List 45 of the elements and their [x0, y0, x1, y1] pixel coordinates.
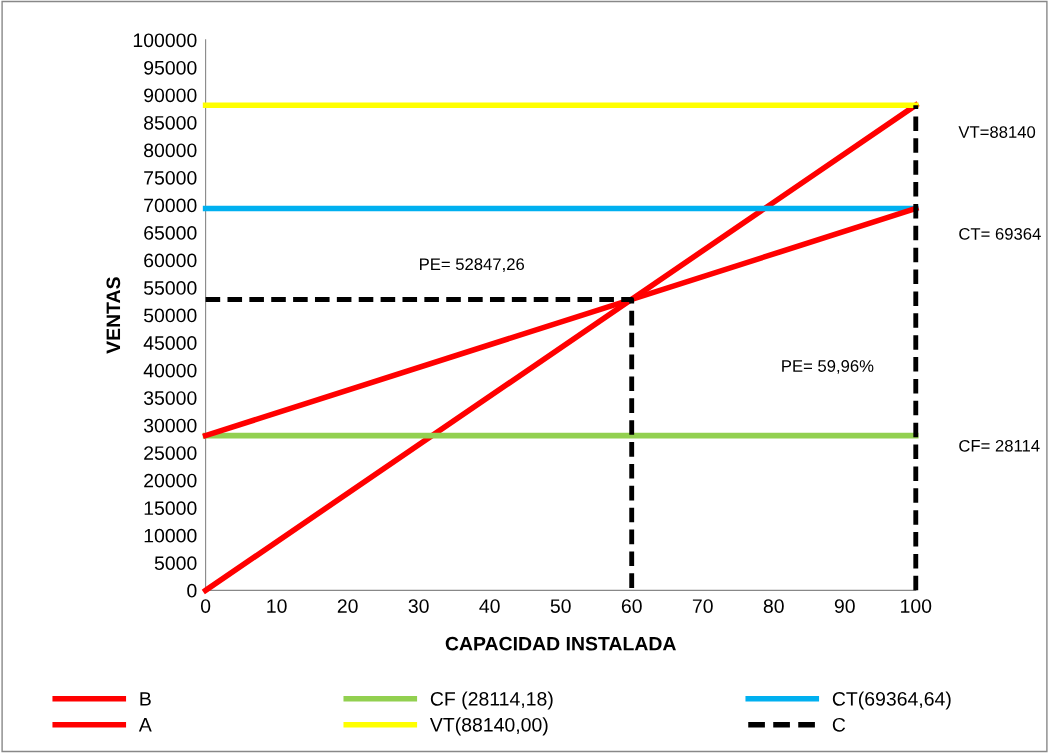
x-tick-label: 20	[337, 599, 358, 613]
text: VT=88140	[958, 126, 1036, 138]
y-tick-label: 100000	[133, 33, 197, 48]
y-tick-label: 55000	[143, 281, 197, 295]
y-tick-label: 30000	[143, 418, 197, 433]
y-tick-label: 5000	[154, 556, 197, 571]
x-tick-label: 90	[834, 599, 855, 613]
legend-label: VT(88140,00)	[429, 717, 548, 736]
y-tick-label: 85000	[144, 115, 197, 130]
legend-label: A	[138, 718, 152, 732]
legend-label: CT(69364,64)	[832, 691, 951, 710]
legend-label: CF (28114,18)	[430, 691, 553, 710]
x-tick-label: 40	[479, 599, 500, 613]
annotation: PE= 52847,26	[420, 258, 525, 273]
text: CT= 69364	[959, 227, 1041, 240]
x-tick-label: 60	[621, 599, 642, 613]
y-tick-label: 0	[187, 583, 197, 598]
y-tick-label: 40000	[143, 363, 197, 378]
x-tick-label: 80	[763, 599, 784, 613]
text: CF= 28114	[959, 439, 1040, 452]
y-axis-title: VENTAS	[106, 277, 121, 354]
y-tick-label: 75000	[144, 170, 197, 185]
y-tick-label: 95000	[144, 60, 197, 75]
x-tick-label: 100	[901, 599, 932, 613]
x-axis-title: CAPACIDAD INSTALADA	[445, 636, 676, 651]
y-tick-label: 65000	[144, 226, 197, 240]
y-tick-label: 35000	[143, 391, 197, 405]
y-tick-label: 10000	[144, 528, 197, 543]
x-tick-label: 30	[408, 599, 429, 613]
y-tick-label: 80000	[144, 143, 197, 158]
legend-label: B	[140, 692, 151, 706]
legend-label: C	[832, 717, 846, 732]
y-tick-label: 60000	[144, 253, 197, 268]
y-tick-label: 20000	[144, 473, 197, 488]
y-tick-label: 25000	[144, 446, 197, 460]
y-tick-label: 15000	[144, 501, 197, 516]
y-tick-label: 70000	[144, 198, 197, 213]
x-tick-label: 70	[692, 599, 713, 613]
annotation: PE= 59,96%	[782, 360, 874, 374]
x-tick-label: 0	[200, 599, 211, 613]
y-tick-label: 90000	[144, 88, 197, 103]
x-tick-label: 10	[267, 599, 287, 613]
y-tick-label: 50000	[143, 308, 197, 323]
y-tick-label: 45000	[143, 336, 197, 350]
x-tick-label: 50	[550, 599, 571, 613]
